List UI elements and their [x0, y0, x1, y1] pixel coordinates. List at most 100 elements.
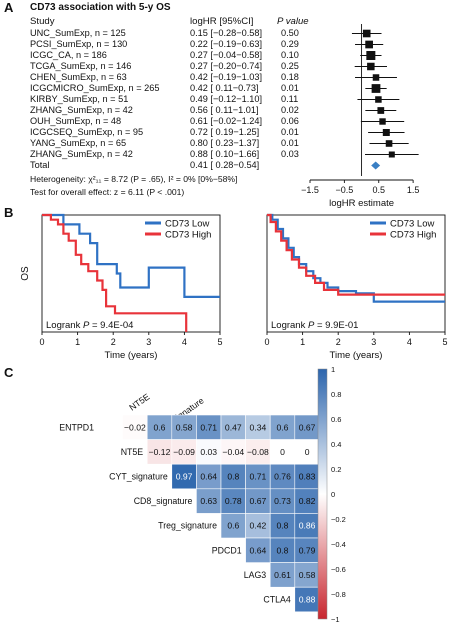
estimate-box	[382, 129, 390, 136]
forest-plot: −1.5 −0.5 0.5 1.5 logHR estimate	[301, 24, 420, 209]
row-label: ENTPD1	[59, 422, 94, 432]
heatmap-value: 0.6	[277, 422, 289, 432]
forest-study-label: TCGA_SumExp, n = 146	[30, 61, 132, 71]
row-label: CYT_signature	[109, 472, 168, 482]
heatmap-value: 0.34	[250, 422, 267, 432]
forest-pvalue-label: 0.18	[281, 72, 299, 82]
forest-study-label: UNC_SumExp, n = 125	[30, 28, 126, 38]
x-tick-label: 1	[300, 337, 305, 347]
heatmap-cell	[196, 488, 222, 514]
colorbar	[317, 368, 328, 620]
forest-study-label: PCSI_SumExp, n = 130	[30, 39, 128, 49]
heatmap-cell	[269, 537, 296, 563]
heatmap-cell	[220, 488, 246, 514]
x-axis-label: Time (years)	[330, 350, 383, 361]
heatmap-value: 0.73	[274, 496, 291, 506]
colorbar-tick-label: 0.6	[331, 415, 341, 424]
heatmap-value: 0.6	[154, 422, 166, 432]
estimate-box	[388, 151, 395, 158]
heatmap-cell	[146, 414, 173, 440]
x-tick-label: 3	[371, 337, 376, 347]
estimate-box	[362, 29, 371, 38]
row-label: PDCD1	[212, 545, 242, 555]
heatmap-cell	[220, 414, 246, 440]
x-tick-label: 1	[75, 337, 80, 347]
heatmap-value: 0.78	[225, 496, 242, 506]
x-tick-label: −1.5	[301, 185, 319, 195]
heatmap-value: 0.67	[299, 422, 316, 432]
x-axis-label: Time (years)	[105, 350, 158, 361]
forest-pvalue-label: 0.03	[281, 149, 299, 159]
forest-study-label: ICGC_CA, n = 186	[30, 50, 107, 60]
row-label: NT5E	[121, 447, 144, 457]
heatmap-value: 0.71	[200, 422, 217, 432]
heatmap-value: −0.12	[149, 447, 171, 457]
legend-label: CD73 High	[390, 230, 436, 241]
x-tick-label: 1.5	[407, 185, 420, 195]
heatmap-cell	[294, 513, 320, 539]
forest-pvalue-label: 0.10	[281, 50, 299, 60]
colorbar-tick-label: 0.8	[331, 390, 341, 399]
heatmap-value: 0.47	[225, 422, 242, 432]
forest-pvalue-label: 0.06	[281, 116, 299, 126]
correlation-heatmap: NT5E CYT_signature CD8_signature Treg_signa…	[59, 365, 346, 624]
x-tick-label: 4	[407, 337, 412, 347]
row-label: CD8_signature	[134, 496, 193, 506]
heatmap-cell	[294, 439, 320, 465]
legend-label: CD73 Low	[390, 219, 434, 230]
heatmap-value: 0.82	[299, 496, 316, 506]
loghr-column-header: logHR [95%CI]	[190, 16, 254, 27]
row-label: CTLA4	[263, 595, 290, 605]
forest-pvalue-label: 0.29	[281, 39, 299, 49]
heatmap-value: 0.79	[299, 545, 316, 555]
logrank-label: Logrank P = 9.9E-01	[271, 320, 358, 331]
forest-study-label: ZHANG_SumExp, n = 42	[30, 105, 133, 115]
estimate-box	[372, 74, 380, 81]
estimate-box	[385, 140, 393, 147]
forest-study-label: YANG_SumExp, n = 65	[30, 138, 127, 148]
heatmap-value: 0.97	[176, 472, 193, 482]
heatmap-value: 0.8	[227, 472, 239, 482]
heatmap-value: 0.64	[200, 472, 217, 482]
heatmap-cell	[269, 414, 296, 440]
colorbar-tick-label: −0.8	[331, 590, 346, 599]
heatmap-value: 0.86	[299, 521, 316, 531]
colorbar-tick-label: 0.4	[331, 440, 341, 449]
heatmap-value: −0.08	[247, 447, 269, 457]
legend-label: CD73 Low	[165, 219, 209, 230]
survival-curve-cd73-high	[267, 213, 445, 296]
forest-study-label: KIRBY_SumExp, n = 51	[30, 94, 129, 104]
panel-a-letter: A	[4, 0, 14, 15]
forest-pvalue-label: 0.01	[281, 138, 299, 148]
colorbar-tick-label: −1	[331, 615, 340, 624]
pvalue-column-header: P value	[277, 16, 309, 27]
heatmap-cell	[294, 463, 320, 490]
heatmap-value: 0.64	[250, 545, 267, 555]
heatmap-value: −0.04	[222, 447, 244, 457]
plot-frame	[41, 214, 221, 333]
x-tick-label: 3	[146, 337, 151, 347]
x-tick-label: 5	[217, 337, 222, 347]
colorbar-tick-label: 0.2	[331, 465, 341, 474]
heatmap-value: 0.76	[274, 472, 291, 482]
heatmap-value: −0.09	[173, 447, 195, 457]
forest-estimate-label: 0.42 [−0.19−1.03]	[190, 72, 263, 82]
total-diamond	[371, 161, 381, 170]
heatmap-cell	[294, 586, 320, 613]
heatmap-cell	[171, 439, 197, 465]
heatmap-value: 0	[280, 447, 285, 457]
heatmap-cell	[122, 414, 148, 440]
panel-c-letter: C	[4, 365, 14, 380]
heatmap-cell	[294, 414, 320, 440]
heatmap-value: 0.42	[250, 521, 267, 531]
heatmap-cell	[269, 488, 296, 514]
heatmap-value: 0	[305, 447, 310, 457]
logrank-label: Logrank P = 9.4E-04	[46, 320, 133, 331]
heatmap-cell	[245, 414, 271, 440]
x-tick-label: 0.5	[372, 185, 385, 195]
forest-study-label: ICGCMICRO_SumExp, n = 265	[30, 83, 160, 93]
y-axis-label: OS	[20, 266, 31, 281]
forest-estimate-label: 0.15 [−0.28−0.58]	[190, 28, 263, 38]
